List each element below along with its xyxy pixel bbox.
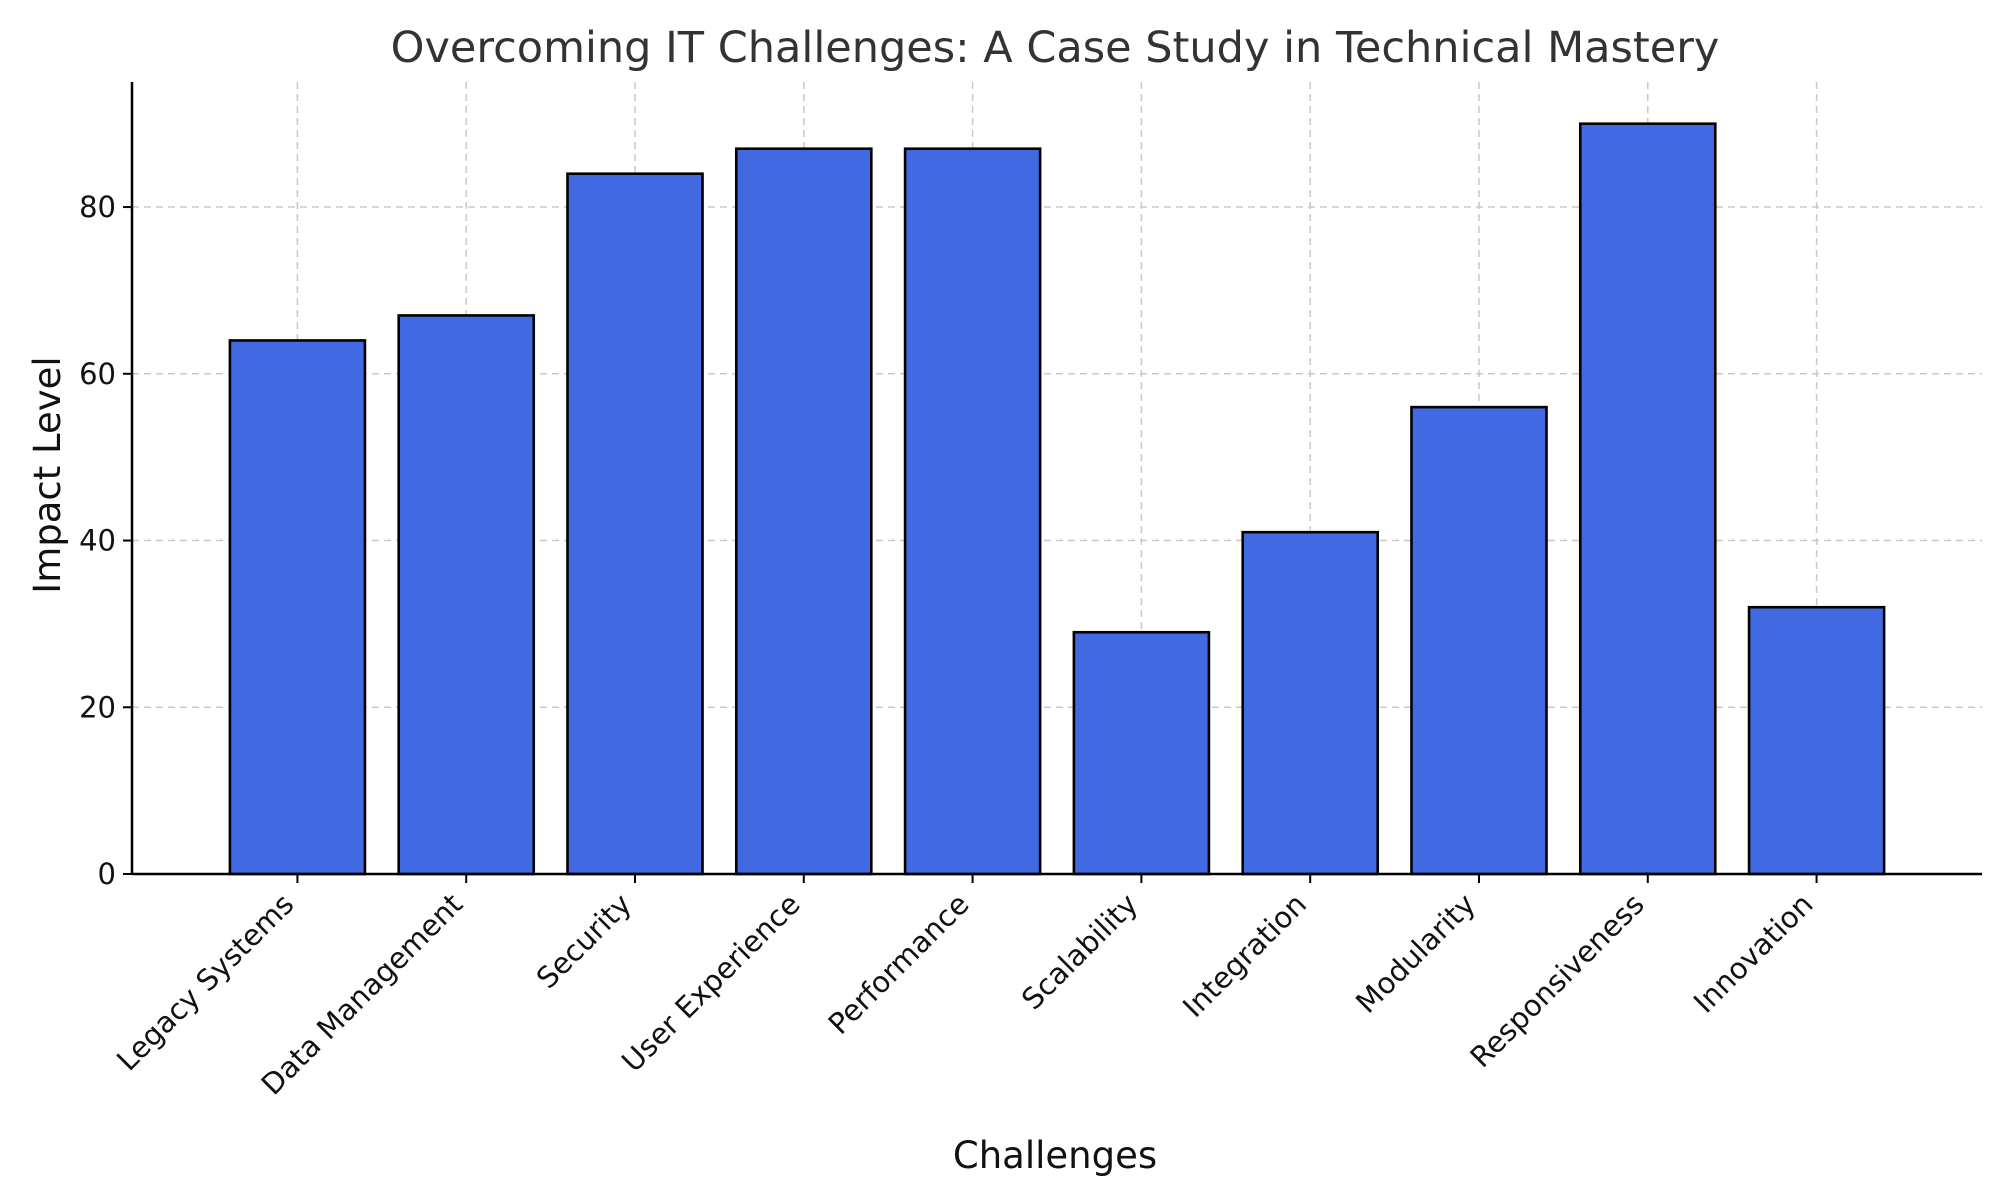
x-tick-label: Integration	[1176, 887, 1313, 1024]
x-tick-label: Innovation	[1687, 887, 1820, 1020]
bar	[1410, 405, 1548, 876]
y-tick-label: 80	[79, 190, 116, 224]
bar	[903, 147, 1042, 876]
bar	[1578, 122, 1717, 876]
bar	[1241, 530, 1380, 876]
x-tick-label: User Experience	[615, 887, 807, 1079]
bar	[228, 339, 367, 876]
y-tick-label: 0	[98, 857, 116, 891]
y-tick-label: 20	[79, 690, 116, 724]
bar	[397, 314, 536, 876]
bar	[734, 147, 873, 876]
bar	[566, 172, 704, 876]
y-tick-label: 60	[79, 357, 116, 391]
x-tick-label: Security	[530, 887, 638, 995]
bar	[1747, 605, 1886, 876]
x-axis-label: Challenges	[953, 1134, 1157, 1177]
x-tick-label: Modularity	[1349, 887, 1482, 1020]
x-tick-label: Responsiveness	[1463, 887, 1650, 1074]
x-tick-label: Scalability	[1015, 887, 1144, 1016]
x-tick-label: Legacy Systems	[110, 887, 300, 1077]
y-tick-label: 40	[79, 524, 116, 558]
bars	[228, 122, 1886, 876]
x-tick-label: Performance	[822, 887, 976, 1041]
y-axis-label: Impact Level	[26, 356, 69, 593]
y-tick-labels: 0 20 40 60 80	[79, 190, 132, 891]
bar	[1072, 630, 1211, 876]
axes	[130, 82, 1982, 876]
chart-title: Overcoming IT Challenges: A Case Study i…	[391, 23, 1720, 73]
